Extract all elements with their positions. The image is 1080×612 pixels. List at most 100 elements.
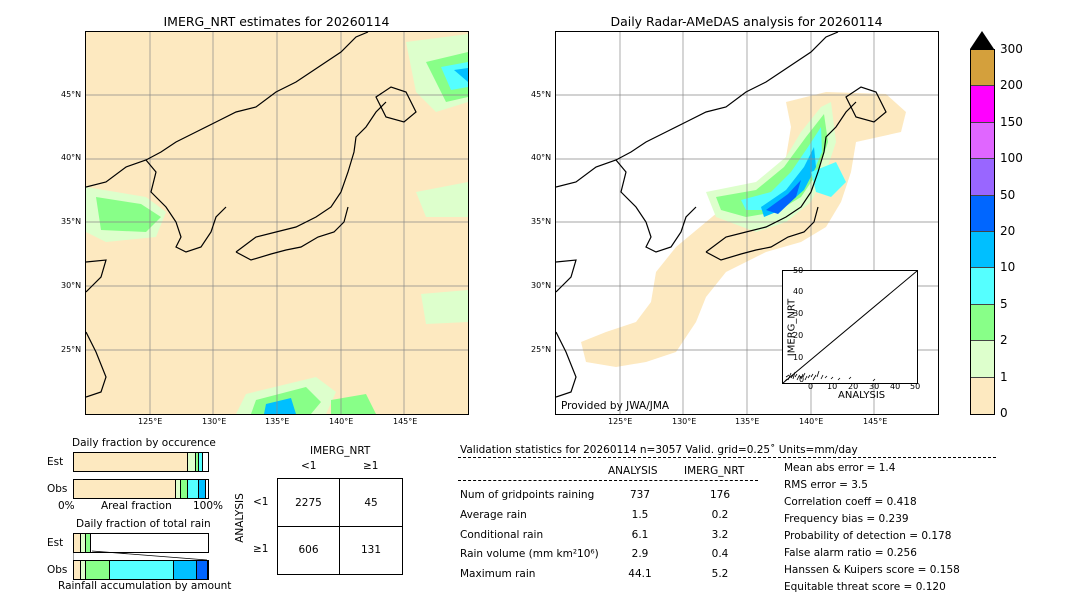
fraction-segment <box>81 534 86 552</box>
score-6: Hanssen & Kuipers score = 0.158 <box>784 564 960 576</box>
stat-imerg-2: 3.2 <box>711 529 729 541</box>
score-2: Correlation coeff = 0.418 <box>784 496 917 508</box>
fraction-segment <box>74 480 176 498</box>
accumulation-caption: Rainfall accumulation by amount <box>58 580 232 592</box>
score-3: Frequency bias = 0.239 <box>784 513 909 525</box>
right-map-title: Daily Radar-AMeDAS analysis for 20260114 <box>610 14 883 29</box>
col-imerg: IMERG_NRT <box>684 465 745 477</box>
inset-y-tick-30: 30 <box>793 309 804 318</box>
colorbar-tick: 200 <box>1000 78 1023 93</box>
colorbar-band <box>971 304 994 342</box>
score-1: RMS error = 3.5 <box>784 479 868 491</box>
colorbar-band <box>971 50 994 87</box>
occ-obs-bar <box>73 479 209 499</box>
score-0: Mean abs error = 1.4 <box>784 462 896 474</box>
fraction-segment <box>74 561 81 579</box>
colorbar-tick: 2 <box>1000 333 1008 348</box>
colorbar-tick: 50 <box>1000 187 1016 202</box>
inset-y-tick-20: 20 <box>793 331 804 340</box>
contingency-col-title: IMERG_NRT <box>310 445 371 457</box>
right-lon-130: 130°E <box>672 417 697 426</box>
left-lon-145: 145°E <box>393 417 418 426</box>
right-rain-patches <box>581 92 906 367</box>
inset-x-tick-40: 40 <box>890 382 901 391</box>
colorbar-band <box>971 86 994 123</box>
rain-obs-bar <box>73 560 209 580</box>
fraction-segment <box>110 561 174 579</box>
stat-analysis-3: 2.9 <box>631 548 649 560</box>
occ-est-bar <box>73 452 209 472</box>
colorbar-band <box>971 231 994 269</box>
right-coastline <box>556 32 887 398</box>
total-rain-title: Daily fraction of total rain <box>76 518 211 530</box>
rain-obs-label: Obs <box>47 564 68 576</box>
inset-x-tick-20: 20 <box>848 382 859 391</box>
stat-label-2: Conditional rain <box>460 529 544 541</box>
stat-imerg-4: 5.2 <box>711 568 729 580</box>
stat-imerg-3: 0.4 <box>711 548 729 560</box>
cell-hit: 131 <box>360 544 382 556</box>
fraction-segment <box>176 480 181 498</box>
occ-axis-right: 100% <box>193 500 224 512</box>
contingency-row-lt1: <1 <box>253 496 269 508</box>
occ-obs-label: Obs <box>47 483 68 495</box>
left-lat-25: 25°N <box>61 345 82 354</box>
occ-axis-left: 0% <box>58 500 75 512</box>
right-lat-40: 40°N <box>531 153 552 162</box>
inset-ylabel: IMERG_NRT <box>786 298 798 357</box>
header-divider <box>458 457 996 458</box>
fraction-segment <box>199 480 206 498</box>
stat-analysis-1: 1.5 <box>631 509 649 521</box>
colorbar-extend-arrow <box>970 31 994 49</box>
score-7: Equitable threat score = 0.120 <box>784 581 946 593</box>
left-lat-40: 40°N <box>61 153 82 162</box>
stat-analysis-2: 6.1 <box>631 529 649 541</box>
inset-y-tick-0: 0 <box>799 375 805 384</box>
occ-axis-mid: Areal fraction <box>101 500 172 512</box>
left-lat-45: 45°N <box>61 90 82 99</box>
left-coastline <box>86 32 417 398</box>
left-lat-30: 30°N <box>61 281 82 290</box>
stat-imerg-1: 0.2 <box>711 509 729 521</box>
colorbar-tick: 150 <box>1000 114 1023 129</box>
colorbar-band <box>971 122 994 160</box>
left-lat-35: 35°N <box>61 217 82 226</box>
colorbar-tick: 20 <box>1000 224 1016 238</box>
stat-analysis-4: 44.1 <box>628 568 652 580</box>
left-lon-135: 135°E <box>265 417 290 426</box>
fraction-segment <box>197 561 208 579</box>
inset-scatter-plot <box>782 270 918 384</box>
score-4: Probability of detection = 0.178 <box>784 530 952 542</box>
fraction-segment <box>81 561 86 579</box>
left-rain-patches <box>86 34 468 414</box>
rain-est-bar <box>73 533 209 553</box>
fraction-segment <box>86 534 91 552</box>
colorbar-tick: 1 <box>1000 369 1008 384</box>
left-lon-130: 130°E <box>202 417 227 426</box>
fraction-segment <box>74 453 188 471</box>
right-lat-45: 45°N <box>531 90 552 99</box>
colorbar-band <box>971 268 994 305</box>
stat-label-4: Maximum rain <box>460 568 536 580</box>
right-lat-35: 35°N <box>531 217 552 226</box>
fraction-segment <box>74 534 81 552</box>
fraction-segment <box>199 453 203 471</box>
colorbar-tick: 5 <box>1000 296 1008 311</box>
right-lat-25: 25°N <box>531 345 552 354</box>
colorbar-band <box>971 195 994 232</box>
colorbar <box>970 49 995 415</box>
left-lon-125: 125°E <box>138 417 163 426</box>
scatter-points <box>784 370 876 382</box>
fraction-segment <box>86 561 110 579</box>
occ-est-label: Est <box>47 456 64 468</box>
table-divider <box>458 480 758 481</box>
contingency-col-ge1: ≥1 <box>363 460 379 472</box>
inset-x-tick-30: 30 <box>869 382 880 391</box>
cell-false-alarm: 45 <box>364 497 378 509</box>
diagonal-line <box>783 271 917 383</box>
right-lon-140: 140°E <box>799 417 824 426</box>
fraction-segment <box>188 480 199 498</box>
left-map-title: IMERG_NRT estimates for 20260114 <box>163 14 390 29</box>
colorbar-band <box>971 377 994 414</box>
fraction-segment <box>181 480 188 498</box>
